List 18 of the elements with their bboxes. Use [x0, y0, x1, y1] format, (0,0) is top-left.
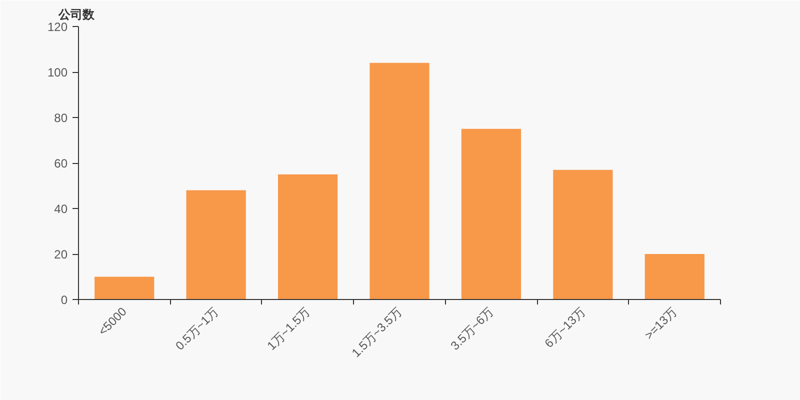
bar [553, 170, 613, 300]
y-tick-label: 0 [60, 293, 68, 307]
x-tick-label: 3.5万~6万 [448, 304, 496, 353]
bar [278, 174, 338, 300]
bar [461, 128, 522, 300]
y-tick-label: 60 [54, 156, 68, 170]
bar [94, 276, 154, 300]
bar [186, 190, 246, 300]
y-tick-label: 40 [54, 202, 68, 216]
x-tick-label: 6万~13万 [542, 304, 588, 351]
bar [644, 254, 704, 300]
y-tick-label: 100 [47, 66, 68, 80]
y-tick-label: 120 [47, 20, 68, 34]
y-tick-label: 20 [54, 248, 68, 262]
y-tick-label: 80 [54, 111, 68, 125]
y-axis-title: 公司数 [58, 8, 96, 22]
bar [370, 62, 430, 300]
x-tick-label: 0.5万~1万 [172, 304, 222, 353]
